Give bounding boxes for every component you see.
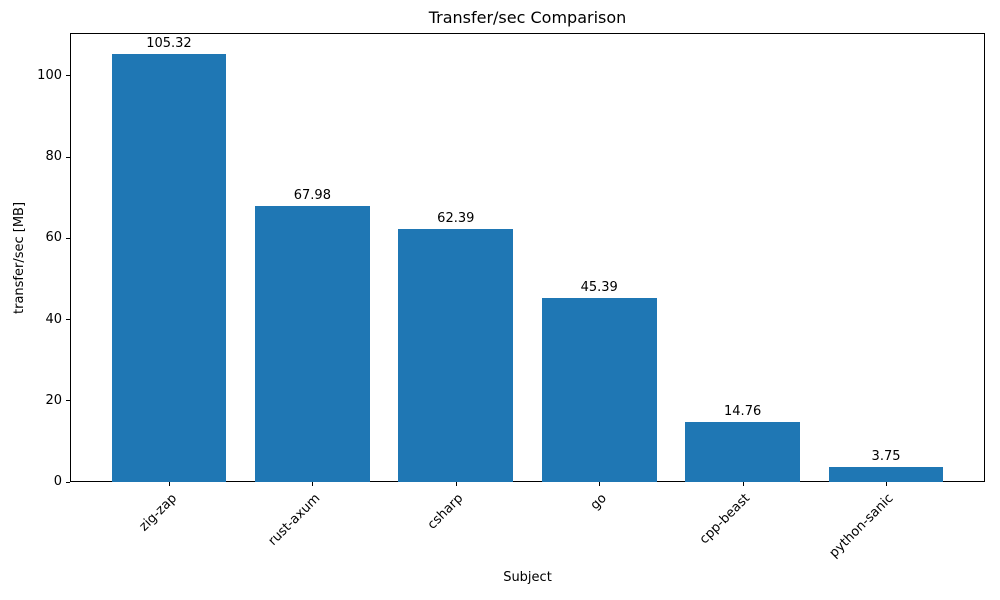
x-tick-label: python-sanic [826,491,897,561]
x-tick-mark [886,482,888,486]
y-tick-label: 20 [45,392,62,408]
x-tick-label: rust-axum [265,491,323,549]
bar-value-label: 45.39 [580,279,618,295]
bar-value-label: 62.39 [437,210,475,226]
x-tick-label: go [587,491,610,514]
bar [541,297,657,482]
y-tick-label: 60 [45,230,62,246]
x-tick-label: cpp-beast [697,491,754,548]
x-tick-label: zig-zap [136,491,180,535]
y-tick-label: 40 [45,311,62,327]
y-tick-label: 80 [45,149,62,165]
chart-title: Transfer/sec Comparison [428,8,627,27]
bar [828,466,944,482]
bar [685,422,800,482]
bar-value-label: 105.32 [146,36,192,52]
x-tick-mark [742,482,744,486]
y-tick-mark [66,75,70,77]
x-tick-mark [455,482,457,486]
x-tick-label: csharp [424,491,467,533]
x-tick-mark [312,482,314,486]
y-axis-label: transfer/sec [MB] [12,201,27,314]
bar-value-label: 14.76 [724,404,762,420]
bar-value-label: 67.98 [293,187,331,203]
x-axis-label: Subject [503,570,552,585]
bar [111,54,227,482]
y-tick-mark [66,319,70,321]
y-tick-label: 0 [53,474,62,489]
bar-value-label: 3.75 [871,448,901,464]
x-tick-mark [168,482,170,486]
bar [398,228,514,482]
x-tick-mark [599,482,601,486]
bar [255,205,370,482]
y-tick-label: 100 [37,67,62,83]
y-tick-mark [66,481,70,483]
y-tick-mark [66,400,70,402]
y-tick-mark [66,156,70,158]
y-tick-mark [66,237,70,239]
